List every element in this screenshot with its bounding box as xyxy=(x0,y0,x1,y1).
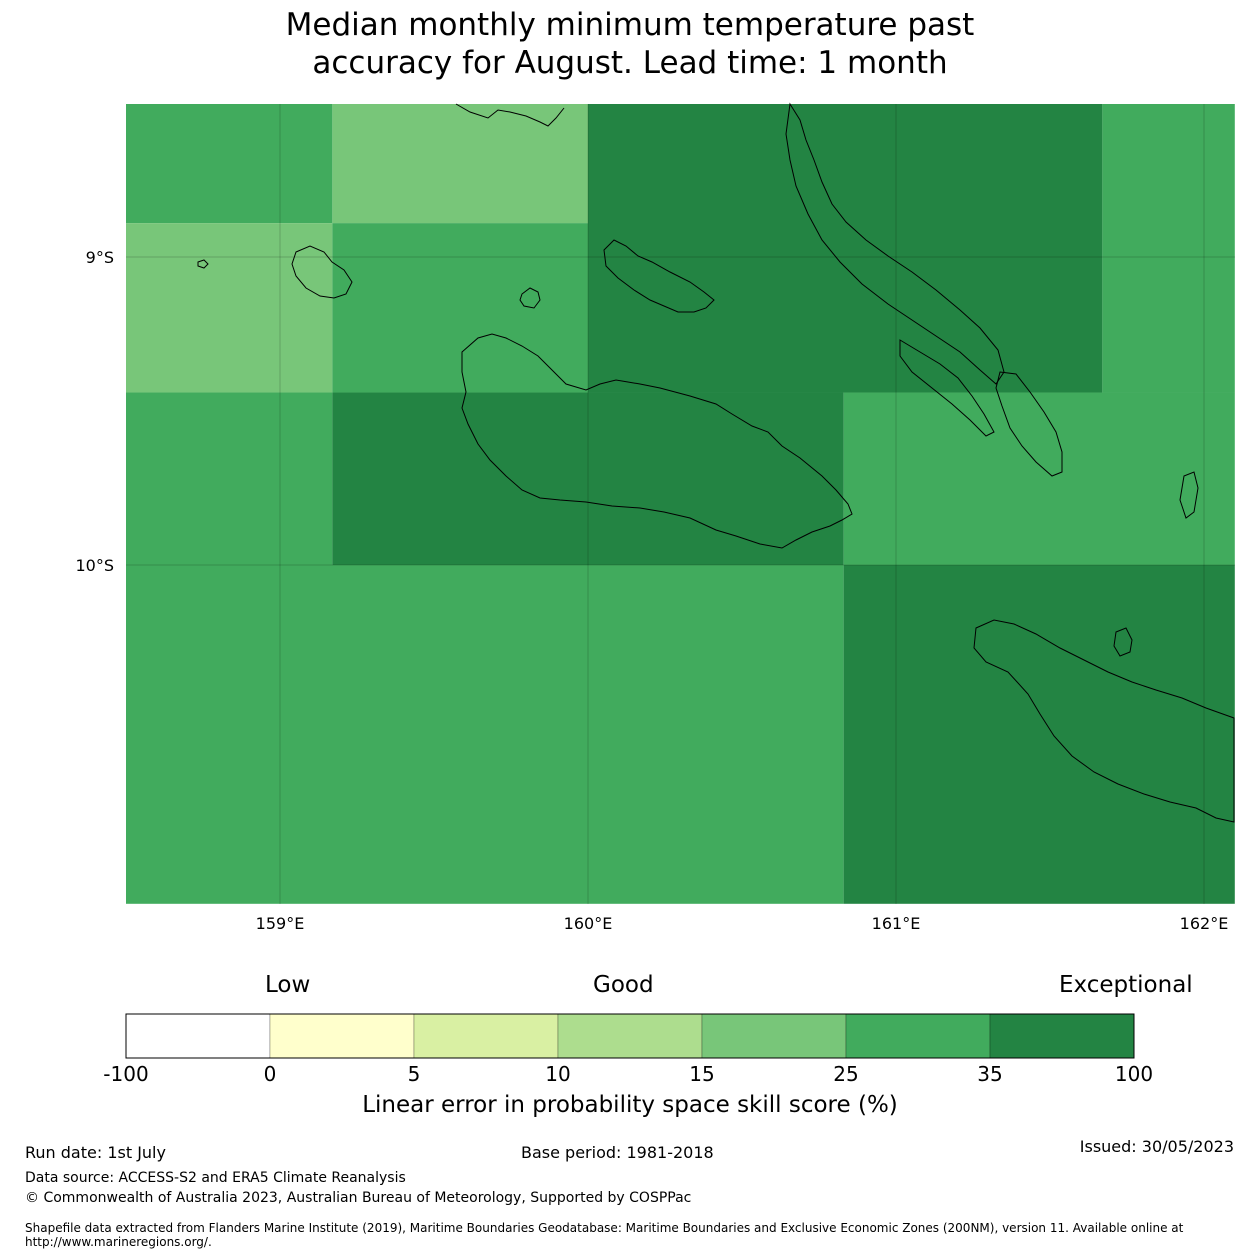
colorbar-tick-label: 10 xyxy=(545,1062,571,1086)
base-period: Base period: 1981-2018 xyxy=(521,1143,714,1162)
grid-cell-6 xyxy=(332,223,588,393)
coastline-ulawa xyxy=(1113,627,1133,657)
shapefile-credit: Shapefile data extracted from Flanders M… xyxy=(25,1221,1225,1249)
lat-tick-label: 10°S xyxy=(75,556,114,575)
grid-cell-7 xyxy=(126,392,333,565)
grid-cell-3 xyxy=(588,104,1103,393)
grid-cell-4 xyxy=(1102,104,1235,393)
grid-cell-10 xyxy=(126,565,844,904)
colorbar-tick-label: -100 xyxy=(103,1062,149,1086)
coastline-florida-islands xyxy=(603,239,715,313)
colorbar-tick-label: 25 xyxy=(833,1062,859,1086)
grid-cell-11 xyxy=(843,565,1235,904)
shapefile-credit-line-1: Shapefile data extracted from Flanders M… xyxy=(25,1221,1184,1235)
lat-tick-label: 9°S xyxy=(86,248,114,267)
grid-cell-8 xyxy=(332,392,844,565)
graticule xyxy=(126,104,1235,904)
legend-label-low: Low xyxy=(265,972,311,998)
coastline-ugi xyxy=(1179,471,1199,519)
grid-cell-1 xyxy=(126,104,333,224)
colorbar-tick-label: 0 xyxy=(263,1062,277,1086)
colorbar-tick-label: 5 xyxy=(407,1062,421,1086)
coastline-guadalcanal xyxy=(461,333,853,549)
coastline-makira xyxy=(973,619,1235,823)
lon-tick-label: 162°E xyxy=(1180,914,1229,933)
coastline-savo-island xyxy=(519,287,541,309)
grid-cell-9 xyxy=(843,392,1235,565)
title-line-1: Median monthly minimum temperature past xyxy=(285,7,975,43)
legend-label-good: Good xyxy=(593,972,654,998)
colorbar-tick-label: 35 xyxy=(977,1062,1003,1086)
map-title: Median monthly minimum temperature past … xyxy=(0,6,1260,82)
run-date: Run date: 1st July xyxy=(25,1143,166,1162)
copyright: © Commonwealth of Australia 2023, Austra… xyxy=(25,1190,692,1206)
lon-tick-label: 159°E xyxy=(256,914,305,933)
grid-cell-5 xyxy=(126,223,333,393)
colorbar-tick-label: 15 xyxy=(689,1062,715,1086)
coastline-malaita xyxy=(995,371,1063,477)
axis-tick-labels: 159°E 160°E 161°E 162°E 9°S 10°S xyxy=(75,248,1228,933)
coastlines xyxy=(197,102,1235,823)
issued-date: Issued: 30/05/2023 xyxy=(1079,1137,1234,1156)
colorbar-axis-label: Linear error in probability space skill … xyxy=(362,1092,898,1118)
lon-tick-label: 161°E xyxy=(872,914,921,933)
grid-cell-2 xyxy=(332,104,588,224)
coastline-small-islet xyxy=(197,259,209,269)
coastline-ngella-strip xyxy=(899,339,995,437)
coastline-russell-islands xyxy=(291,245,353,299)
title-line-2: accuracy for August. Lead time: 1 month xyxy=(312,45,948,81)
colorbar-tick-label: 100 xyxy=(1114,1062,1154,1086)
lon-tick-label: 160°E xyxy=(564,914,613,933)
shapefile-credit-line-2: http://www.marineregions.org/. xyxy=(25,1235,212,1249)
skill-grid-cells xyxy=(126,104,1235,904)
legend-label-exceptional: Exceptional xyxy=(1059,972,1193,998)
data-source: Data source: ACCESS-S2 and ERA5 Climate … xyxy=(25,1170,406,1186)
coastline-north-islets xyxy=(455,103,565,127)
